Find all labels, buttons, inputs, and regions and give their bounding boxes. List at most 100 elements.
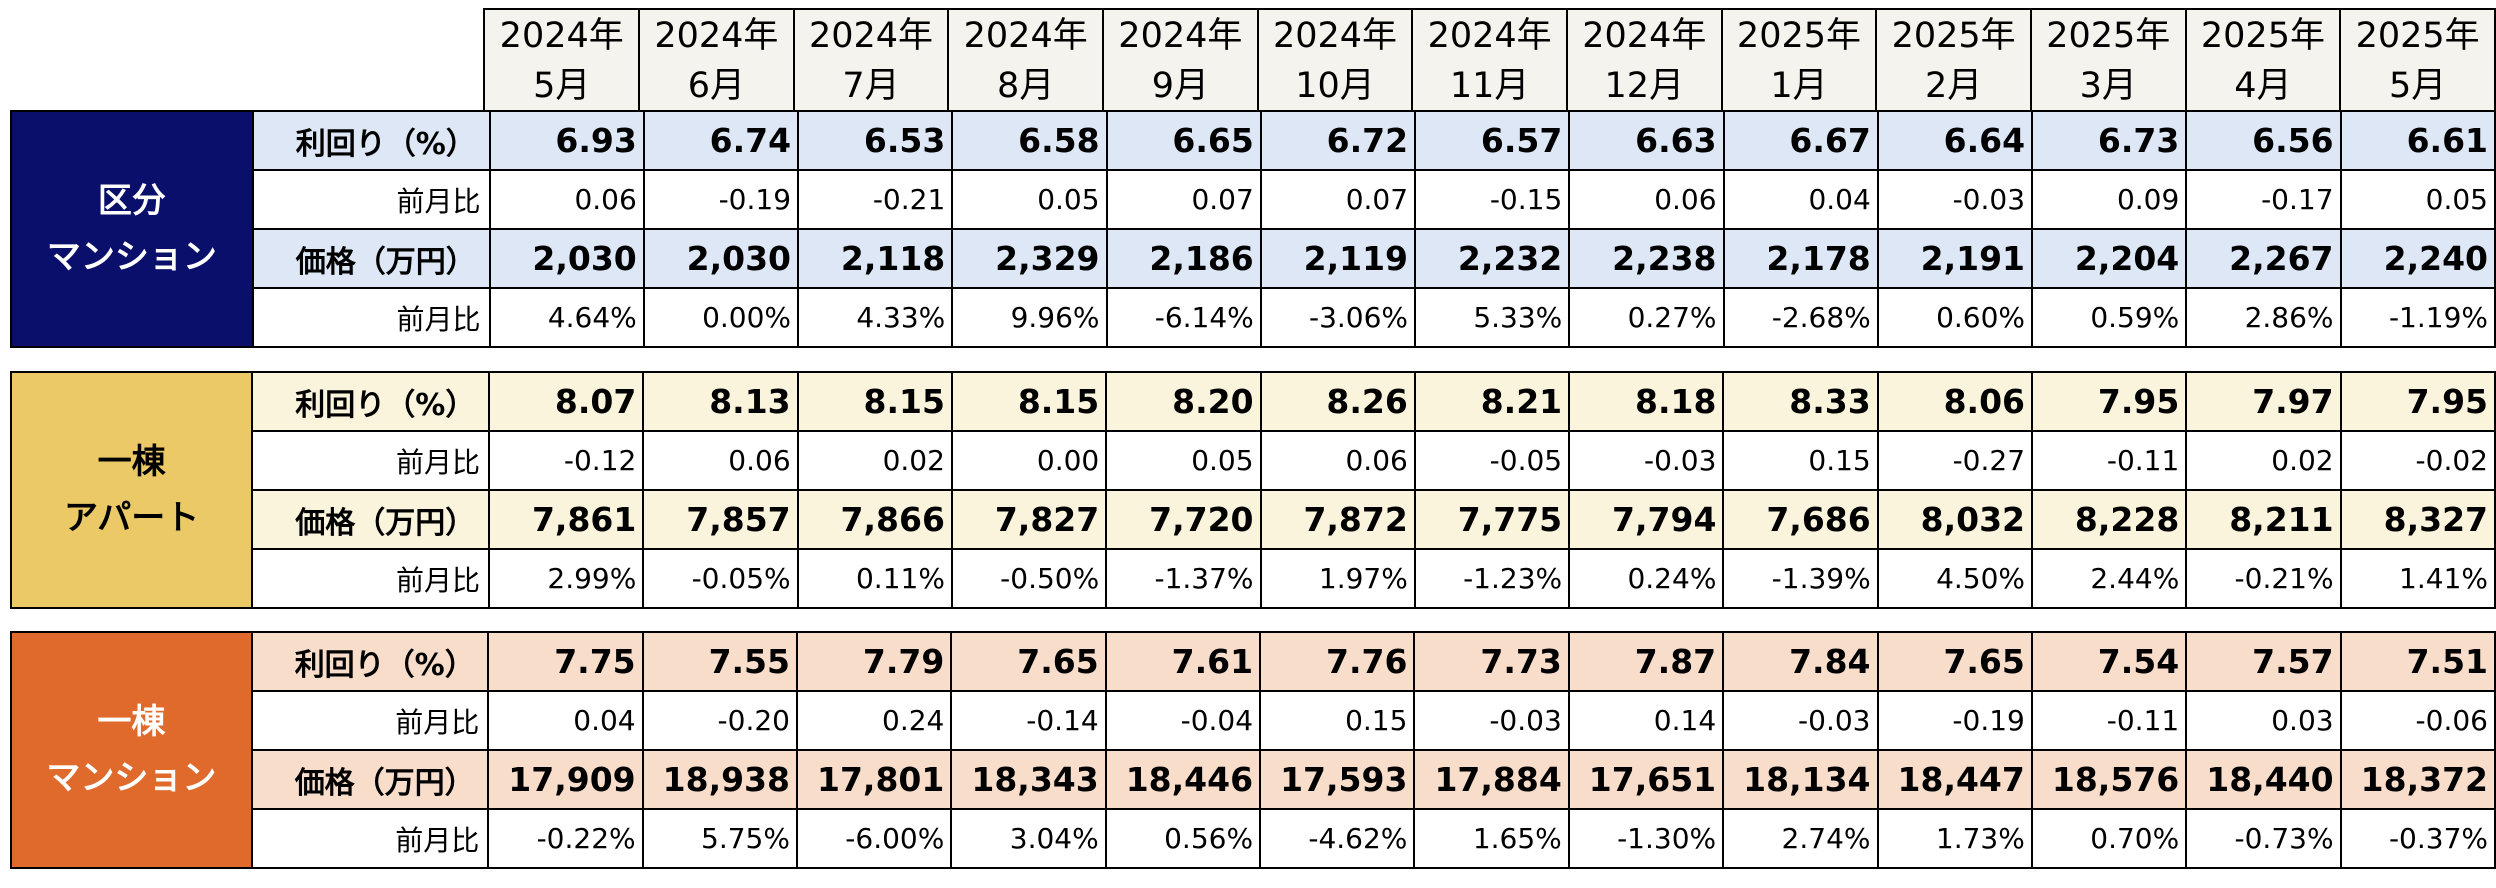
value-cell: 17,651 (1567, 749, 1725, 810)
value-cell: 1.65% (1413, 808, 1570, 869)
price-row: 価格（万円） 2,030 2,030 2,118 2,329 2,186 2,119 2,23… (11, 228, 2496, 289)
month-year-label: 2024年 (808, 16, 934, 56)
value-cell: 0.06 (1568, 169, 1725, 230)
category-line1: 一棟 (97, 442, 166, 482)
value-cell: 7.97 (2185, 371, 2342, 432)
metric-label: 価格（万円） (250, 749, 490, 810)
value-cell: 7.95 (2339, 371, 2496, 432)
value-cell: 18,343 (950, 749, 1107, 810)
value-cell: 2.99% (488, 548, 645, 609)
month-month-label: 2月 (1924, 66, 1983, 106)
value-cell: 0.05 (1105, 430, 1262, 491)
value-cell: -0.06 (2339, 690, 2496, 751)
section-kubun-mansion: 区分 マンション 利回り（%） 6.93 6.74 6.53 6.58 6.65 6.72 6.5… (10, 110, 2496, 348)
value-cell: 6.53 (797, 110, 954, 171)
value-cell: 17,909 (487, 749, 644, 810)
value-cell: -0.15 (1414, 169, 1571, 230)
month-month-label: 5月 (533, 66, 591, 106)
value-cell: 4.64% (488, 287, 645, 348)
value-cell: 18,440 (2185, 749, 2342, 810)
value-cell: 18,372 (2339, 749, 2496, 810)
value-cell: -0.20 (641, 690, 798, 751)
price-row: 価格（万円） 7,861 7,857 7,866 7,827 7,720 7,872 7,77… (11, 489, 2496, 550)
value-cell: 7,720 (1105, 489, 1262, 550)
metric-label: 利回り（%） (251, 110, 491, 171)
value-cell: 2,030 (488, 228, 645, 289)
value-cell: 0.02 (2185, 430, 2342, 491)
value-cell: 6.73 (2031, 110, 2188, 171)
value-cell: -0.03 (1722, 690, 1879, 751)
value-cell: 8,211 (2185, 489, 2342, 550)
value-cell: -0.05 (1413, 430, 1571, 491)
month-header-cell: 2024年 8月 (947, 8, 1105, 114)
value-cell: 6.61 (2339, 110, 2496, 171)
value-cell: 0.03 (2185, 690, 2342, 751)
value-cell: -0.21 (797, 169, 954, 230)
value-cell: 8.33 (1722, 371, 1879, 432)
value-cell: 17,884 (1413, 749, 1570, 810)
value-cell: -0.50% (950, 548, 1108, 609)
category-line2: アパート (63, 498, 200, 538)
month-header-cell: 2024年 9月 (1102, 8, 1259, 114)
value-cell: -1.39% (1722, 548, 1879, 609)
value-cell: -6.00% (795, 808, 953, 869)
value-cell: 2,178 (1722, 228, 1879, 289)
value-cell: 7.75 (487, 631, 644, 692)
value-cell: 0.05 (951, 169, 1108, 230)
value-cell: 2.74% (1722, 808, 1879, 869)
mom-label: 前月比 (251, 430, 491, 491)
mom-label: 前月比 (251, 548, 491, 609)
month-year-label: 2025年 (2046, 16, 2171, 56)
value-cell: -0.12 (488, 430, 645, 491)
value-cell: 0.04 (1722, 169, 1879, 230)
value-cell: 2,240 (2339, 228, 2496, 289)
value-cell: -0.03 (1568, 430, 1725, 491)
value-cell: 2,186 (1105, 228, 1262, 289)
month-header-cell: 2024年 12月 (1565, 8, 1723, 114)
value-cell: 7.73 (1413, 631, 1570, 692)
value-cell: 3.04% (950, 808, 1107, 869)
value-cell: 0.04 (487, 690, 644, 751)
mom-label: 前月比 (251, 169, 491, 230)
value-cell: 6.72 (1259, 110, 1417, 171)
metric-label: 価格（万円） (251, 489, 491, 550)
month-header-cell: 2024年 10月 (1256, 8, 1414, 114)
value-cell: -1.23% (1413, 548, 1571, 609)
value-cell: 0.60% (1876, 287, 2034, 348)
value-cell: 7,861 (488, 489, 645, 550)
month-header-cell: 2024年 7月 (792, 8, 950, 114)
month-year-label: 2024年 (963, 16, 1088, 56)
value-cell: 8.06 (1876, 371, 2034, 432)
value-cell: 0.02 (796, 430, 953, 491)
value-cell: 6.67 (1722, 110, 1879, 171)
value-cell: 2,030 (642, 228, 800, 289)
value-cell: 0.06 (642, 430, 799, 491)
value-cell: 2,238 (1568, 228, 1725, 289)
price-row: 価格（万円） 17,909 18,938 17,801 18,343 18,446 17,5… (11, 749, 2496, 810)
value-cell: -0.11 (2030, 690, 2188, 751)
value-cell: 0.07 (1105, 169, 1262, 230)
value-cell: 0.00% (642, 287, 800, 348)
value-cell: 8.18 (1568, 371, 1725, 432)
value-cell: 7,827 (950, 489, 1108, 550)
month-year-label: 2024年 (499, 16, 624, 56)
value-cell: -1.37% (1105, 548, 1262, 609)
value-cell: -0.05% (642, 548, 799, 609)
value-cell: 7.54 (2030, 631, 2188, 692)
value-cell: -0.02 (2339, 430, 2496, 491)
category-line2: マンション (46, 237, 217, 277)
month-month-label: 12月 (1604, 66, 1685, 106)
section-ittou-apart: 一棟 アパート 利回り（%） 8.07 8.13 8.15 8.15 8.20 8.26 8.21… (9, 371, 2496, 609)
value-cell: 2,119 (1259, 228, 1417, 289)
month-header-row: 2024年 5月 2024年 6月 2024年 7月 2024年 8月 2024年 9月 2024年… (10, 8, 2496, 114)
value-cell: -0.04 (1104, 690, 1262, 751)
value-cell: 6.56 (2185, 110, 2342, 171)
value-cell: 18,576 (2030, 749, 2188, 810)
price-mom-row: 前月比 4.64% 0.00% 4.33% 9.96% -6.14% -3.06% 5.33%… (11, 287, 2496, 348)
value-cell: 1.41% (2339, 548, 2496, 609)
value-cell: 0.70% (2030, 808, 2188, 869)
value-cell: 8.13 (642, 371, 799, 432)
value-cell: 5.75% (641, 808, 798, 869)
value-cell: 7,872 (1259, 489, 1416, 550)
yield-row: 一棟 アパート 利回り（%） 8.07 8.13 8.15 8.15 8.20 8.26 8.21… (9, 371, 2496, 609)
